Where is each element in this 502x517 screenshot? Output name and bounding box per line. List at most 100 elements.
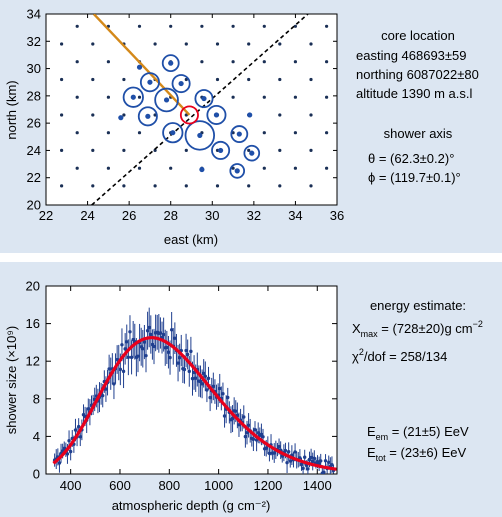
data-point bbox=[253, 428, 257, 432]
top-x-tick-label: 28 bbox=[163, 208, 177, 223]
detector-station bbox=[75, 166, 79, 170]
detector-station bbox=[75, 60, 79, 64]
data-point bbox=[259, 432, 264, 437]
top-y-tick-label: 30 bbox=[27, 61, 41, 76]
shower-axis-heading: shower axis bbox=[384, 126, 453, 141]
triggered-station bbox=[213, 112, 220, 118]
detector-station bbox=[137, 131, 142, 135]
detector-station bbox=[325, 131, 329, 135]
shower-core-marker bbox=[179, 105, 199, 125]
detector-station bbox=[262, 24, 266, 28]
station-signal-ring bbox=[211, 140, 231, 160]
station-signal-ring bbox=[162, 122, 184, 144]
triggered-station bbox=[178, 80, 184, 87]
detector-station bbox=[106, 166, 110, 170]
data-point bbox=[147, 325, 151, 330]
data-point bbox=[112, 382, 116, 386]
data-point bbox=[256, 431, 260, 435]
shower-axis-phi: ϕ = (119.7±0.1)° bbox=[368, 170, 461, 185]
station-signal-ring bbox=[154, 87, 179, 113]
data-point bbox=[205, 388, 209, 392]
data-point bbox=[76, 424, 81, 429]
bottom-x-tick-label: 1000 bbox=[204, 478, 233, 493]
detector-station bbox=[75, 95, 79, 99]
data-point bbox=[218, 386, 222, 391]
detector-station bbox=[262, 95, 266, 99]
data-point bbox=[312, 456, 317, 460]
detector-station bbox=[325, 166, 329, 170]
data-point bbox=[193, 376, 198, 380]
shower-axis-theta: θ = (62.3±0.2)° bbox=[368, 151, 454, 166]
triggered-station bbox=[130, 94, 136, 100]
detector-station bbox=[293, 24, 297, 28]
detector-station bbox=[231, 24, 235, 28]
top-x-tick-label: 30 bbox=[205, 208, 219, 223]
station-signal-ring bbox=[230, 125, 249, 143]
data-point bbox=[73, 428, 78, 432]
data-point bbox=[144, 353, 148, 358]
station-signal-ring bbox=[229, 163, 246, 179]
detector-station bbox=[169, 166, 173, 170]
detector-station bbox=[91, 42, 95, 46]
data-point bbox=[222, 414, 227, 418]
detector-station bbox=[293, 60, 297, 64]
chi2-line: χ2/dof = 258/134 bbox=[352, 347, 447, 364]
data-point bbox=[330, 462, 334, 467]
top-y-tick-label: 22 bbox=[27, 170, 41, 185]
data-point bbox=[118, 367, 123, 372]
top-x-tick-label: 26 bbox=[122, 208, 136, 223]
detector-station bbox=[278, 77, 282, 82]
bottom-x-tick-label: 800 bbox=[158, 478, 180, 493]
detector-station bbox=[215, 42, 220, 46]
bottom-y-tick-label: 20 bbox=[26, 279, 40, 294]
triggered-station bbox=[218, 147, 224, 154]
detector-station bbox=[309, 113, 313, 117]
data-point bbox=[173, 336, 177, 340]
data-point bbox=[211, 384, 216, 389]
detector-station bbox=[309, 184, 313, 188]
triggered-station bbox=[197, 132, 203, 139]
detector-station bbox=[122, 148, 126, 152]
detector-station bbox=[91, 113, 95, 117]
top-x-tick-label: 24 bbox=[80, 208, 94, 223]
data-point bbox=[176, 361, 180, 365]
station-signal-ring bbox=[161, 54, 180, 73]
gaisser-hillas-fit-curve bbox=[52, 336, 337, 471]
data-point bbox=[246, 423, 251, 428]
data-point bbox=[286, 450, 291, 454]
detector-station bbox=[309, 42, 313, 46]
detector-station bbox=[106, 95, 110, 99]
detector-station bbox=[247, 184, 251, 188]
detector-station bbox=[60, 184, 64, 188]
detector-station bbox=[247, 77, 251, 82]
data-point bbox=[169, 328, 174, 332]
data-point bbox=[327, 460, 331, 465]
top-x-tick-label: 32 bbox=[247, 208, 261, 223]
triggered-station bbox=[118, 115, 124, 121]
bottom-y-axis-label: shower size (×10⁹) bbox=[4, 326, 19, 435]
detector-station bbox=[153, 42, 157, 46]
data-point bbox=[166, 350, 171, 354]
detector-station bbox=[215, 184, 220, 188]
detector-station bbox=[247, 148, 251, 152]
data-point bbox=[177, 355, 182, 360]
data-point bbox=[298, 456, 302, 460]
data-point bbox=[141, 347, 145, 351]
detector-station bbox=[293, 95, 297, 99]
detector-station bbox=[75, 131, 79, 135]
data-point bbox=[306, 467, 310, 471]
data-point bbox=[86, 407, 90, 411]
top-x-axis-label: east (km) bbox=[164, 232, 218, 247]
detector-station bbox=[262, 166, 266, 170]
top-y-tick-label: 28 bbox=[27, 88, 41, 103]
top-y-tick-label: 26 bbox=[27, 116, 41, 131]
detector-station bbox=[231, 60, 235, 64]
data-point bbox=[68, 449, 73, 454]
data-point bbox=[200, 382, 204, 386]
triggered-station bbox=[249, 150, 255, 156]
detector-station bbox=[184, 184, 188, 188]
data-point bbox=[283, 448, 288, 453]
triggered-station bbox=[199, 166, 205, 173]
detector-station bbox=[60, 77, 64, 82]
